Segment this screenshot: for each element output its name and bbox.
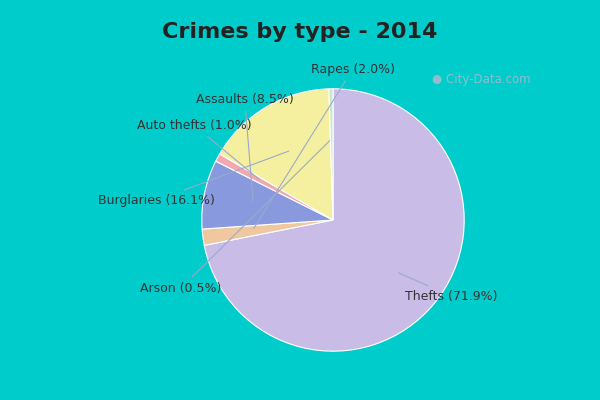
Wedge shape <box>329 89 333 220</box>
Text: ● City-Data.com: ● City-Data.com <box>432 74 530 86</box>
Wedge shape <box>202 220 333 245</box>
Text: Crimes by type - 2014: Crimes by type - 2014 <box>163 22 437 42</box>
Text: Thefts (71.9%): Thefts (71.9%) <box>398 273 497 302</box>
Wedge shape <box>216 154 333 220</box>
Wedge shape <box>202 161 333 229</box>
Text: Assaults (8.5%): Assaults (8.5%) <box>196 93 293 201</box>
Text: Auto thefts (1.0%): Auto thefts (1.0%) <box>137 119 259 180</box>
Wedge shape <box>204 89 464 351</box>
Wedge shape <box>220 89 333 220</box>
Text: Arson (0.5%): Arson (0.5%) <box>140 141 330 295</box>
Text: Burglaries (16.1%): Burglaries (16.1%) <box>98 151 289 207</box>
Text: Rapes (2.0%): Rapes (2.0%) <box>254 63 395 228</box>
